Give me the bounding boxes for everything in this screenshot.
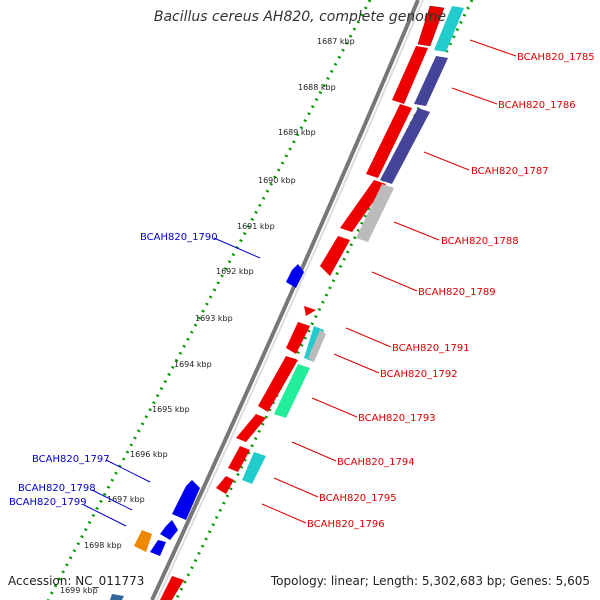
genome-title: Bacillus cereus AH820, complete genome [153, 9, 447, 25]
gene-bcah820-1796[interactable] [216, 476, 234, 494]
gene-bcah820-1787-purple[interactable] [380, 108, 430, 184]
gene-bcah820-1793[interactable] [258, 356, 298, 412]
gene-bottom-left[interactable] [110, 594, 124, 600]
tick-label: 1693 kbp [195, 314, 233, 323]
leader-line [469, 39, 517, 57]
leader-line [345, 327, 392, 348]
leader-line [371, 271, 418, 292]
forward-genes [160, 5, 464, 600]
tick-label: 1699 kbp [60, 586, 98, 595]
gene-label-bcah820-1785[interactable]: BCAH820_1785 [517, 52, 595, 63]
forward-labels: BCAH820_1785 BCAH820_1786 BCAH820_1787 B… [261, 39, 595, 530]
gene-label-bcah820-1795[interactable]: BCAH820_1795 [319, 493, 397, 504]
leader-line [273, 477, 319, 498]
gene-orange[interactable] [134, 530, 152, 552]
tick-label: 1691 kbp [237, 222, 275, 231]
gene-label-bcah820-1799[interactable]: BCAH820_1799 [9, 497, 87, 508]
tick-label: 1689 kbp [278, 128, 316, 137]
gene-bcah820-1794[interactable] [236, 414, 266, 442]
gene-label-bcah820-1793[interactable]: BCAH820_1793 [358, 413, 436, 424]
tick-track [46, 0, 372, 600]
gene-bcah820-1794-red[interactable] [228, 446, 250, 472]
gene-label-bcah820-1786[interactable]: BCAH820_1786 [498, 100, 576, 111]
tick-label: 1687 kbp [317, 37, 355, 46]
gene-bcah820-1787[interactable] [366, 104, 412, 178]
accession-text: Accession: NC_011773 [8, 574, 145, 588]
gene-bcah820-1785[interactable] [417, 5, 445, 47]
leader-line [291, 441, 337, 462]
gene-bcah820-1788-gray[interactable] [356, 184, 394, 242]
leader-line [261, 503, 307, 524]
gene-bcah820-1790[interactable] [286, 264, 304, 288]
gene-bcah820-1786-purple[interactable] [414, 56, 448, 106]
tick-label: 1695 kbp [152, 405, 190, 414]
tick-label: 1694 kbp [174, 360, 212, 369]
gene-label-bcah820-1787[interactable]: BCAH820_1787 [471, 166, 549, 177]
leader-line [393, 221, 440, 241]
gene-label-bcah820-1789[interactable]: BCAH820_1789 [418, 287, 496, 298]
gene-bcah820-1792-gray[interactable] [308, 330, 326, 362]
tick-labels: 1687 kbp 1688 kbp 1689 kbp 1690 kbp 1691… [60, 37, 355, 595]
genome-backbone-shadow [156, 0, 424, 600]
gene-bcah820-1791-red[interactable] [286, 322, 310, 354]
leader-line [91, 489, 133, 511]
leader-line [333, 353, 380, 374]
reverse-labels: BCAH820_1790 BCAH820_1797 BCAH820_1798 B… [9, 232, 261, 527]
gene-bcah820-1799[interactable] [150, 540, 166, 556]
leader-line [423, 151, 470, 171]
gene-label-bcah820-1797[interactable]: BCAH820_1797 [32, 454, 110, 465]
gene-label-bcah820-1798[interactable]: BCAH820_1798 [18, 483, 96, 494]
gene-bcah820-1795[interactable] [242, 452, 266, 484]
reverse-genes [110, 264, 304, 600]
tick-label: 1688 kbp [298, 83, 336, 92]
gene-label-bcah820-1788[interactable]: BCAH820_1788 [441, 236, 519, 247]
gene-label-bcah820-1792[interactable]: BCAH820_1792 [380, 369, 458, 380]
leader-line [311, 397, 358, 418]
gene-label-bcah820-1794[interactable]: BCAH820_1794 [337, 457, 415, 468]
gene-label-bcah820-1790[interactable]: BCAH820_1790 [140, 232, 218, 243]
gene-label-bcah820-1796[interactable]: BCAH820_1796 [307, 519, 385, 530]
gene-bcah820-1789[interactable] [320, 236, 350, 276]
gene-bcah820-1793-green[interactable] [274, 364, 310, 418]
tick-label: 1697 kbp [107, 495, 145, 504]
tick-label: 1692 kbp [216, 267, 254, 276]
gene-bcah820-1791[interactable] [304, 306, 316, 316]
gene-red-bottom[interactable] [160, 576, 184, 600]
gene-label-bcah820-1791[interactable]: BCAH820_1791 [392, 343, 470, 354]
tick-label: 1690 kbp [258, 176, 296, 185]
leader-line [105, 459, 151, 483]
leader-line [83, 504, 127, 527]
gene-bcah820-1788[interactable] [340, 180, 386, 232]
genome-backbone [150, 0, 420, 600]
leader-line [213, 237, 261, 259]
genome-summary: Topology: linear; Length: 5,302,683 bp; … [270, 574, 590, 588]
tick-label: 1696 kbp [130, 450, 168, 459]
gene-bcah820-1785-cyan[interactable] [434, 6, 464, 52]
gene-bcah820-1798[interactable] [160, 520, 178, 540]
leader-line [451, 87, 498, 105]
gene-bcah820-1786[interactable] [392, 46, 428, 104]
tick-label: 1698 kbp [84, 541, 122, 550]
gene-bcah820-1797[interactable] [172, 480, 200, 520]
